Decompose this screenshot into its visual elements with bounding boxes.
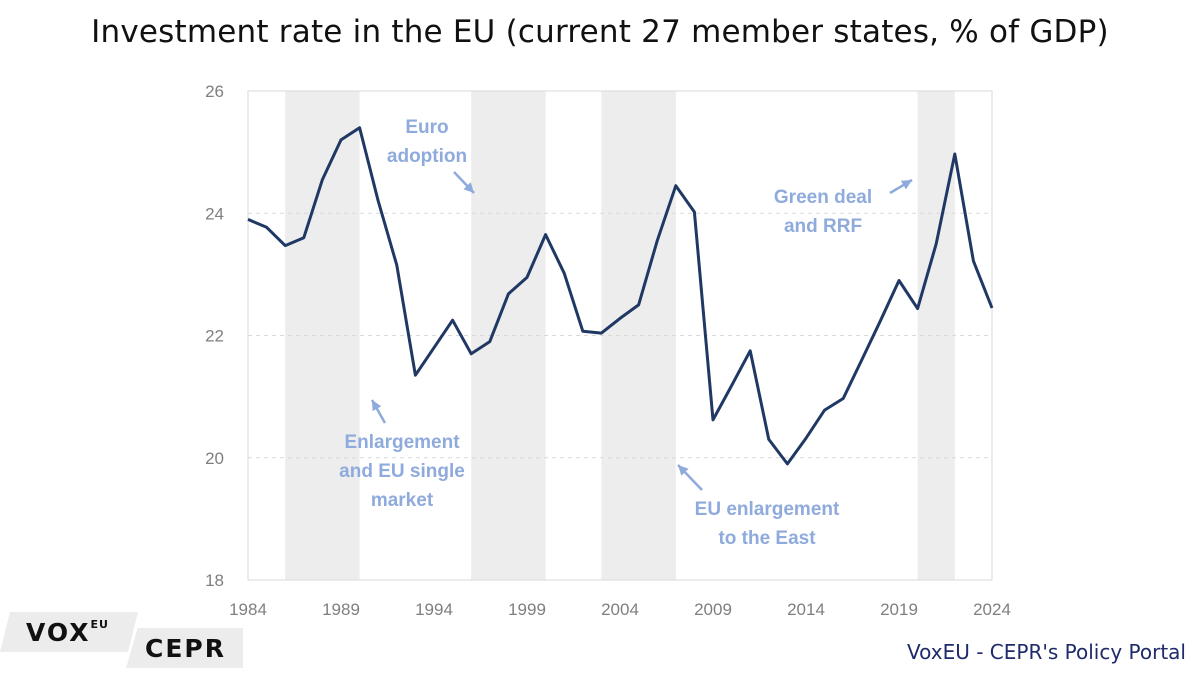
annotation-arrow-1 (370, 399, 387, 424)
portal-credit: VoxEU - CEPR's Policy Portal (907, 640, 1186, 664)
chart-title: Investment rate in the EU (current 27 me… (91, 14, 1109, 50)
annotation-1: Enlargement and EU single market (339, 432, 465, 511)
series-line-investment-rate (247, 126, 994, 466)
annotation-arrow-2 (677, 464, 703, 491)
logo-vox: VOXEU (26, 618, 109, 647)
annotation-3: Green deal and RRF (774, 187, 872, 237)
shaded-period-2 (601, 91, 676, 580)
x-tick-label: 2004 (601, 600, 639, 619)
logo-cepr: CEPR (145, 634, 226, 663)
x-tick-label: 1984 (229, 600, 267, 619)
annotation-arrow-3 (889, 178, 913, 195)
annotation-arrow-0 (453, 171, 475, 194)
x-tick-label: 1989 (322, 600, 360, 619)
x-tick-label: 1994 (415, 600, 453, 619)
y-tick-label: 20 (205, 449, 224, 468)
x-tick-label: 2019 (880, 600, 918, 619)
plot-frame (247, 90, 993, 581)
annotation-2: EU enlargement to the East (695, 499, 840, 549)
y-tick-label: 26 (205, 82, 224, 101)
logo-cepr-bg (126, 628, 243, 668)
x-tick-label: 2014 (787, 600, 825, 619)
x-tick-label: 1999 (508, 600, 546, 619)
y-tick-label: 24 (205, 204, 224, 223)
x-tick-label: 2009 (694, 600, 732, 619)
y-tick-label: 22 (205, 327, 224, 346)
annotation-0: Euro adoption (387, 117, 467, 167)
x-tick-label: 2024 (973, 600, 1011, 619)
y-tick-label: 18 (205, 571, 224, 590)
